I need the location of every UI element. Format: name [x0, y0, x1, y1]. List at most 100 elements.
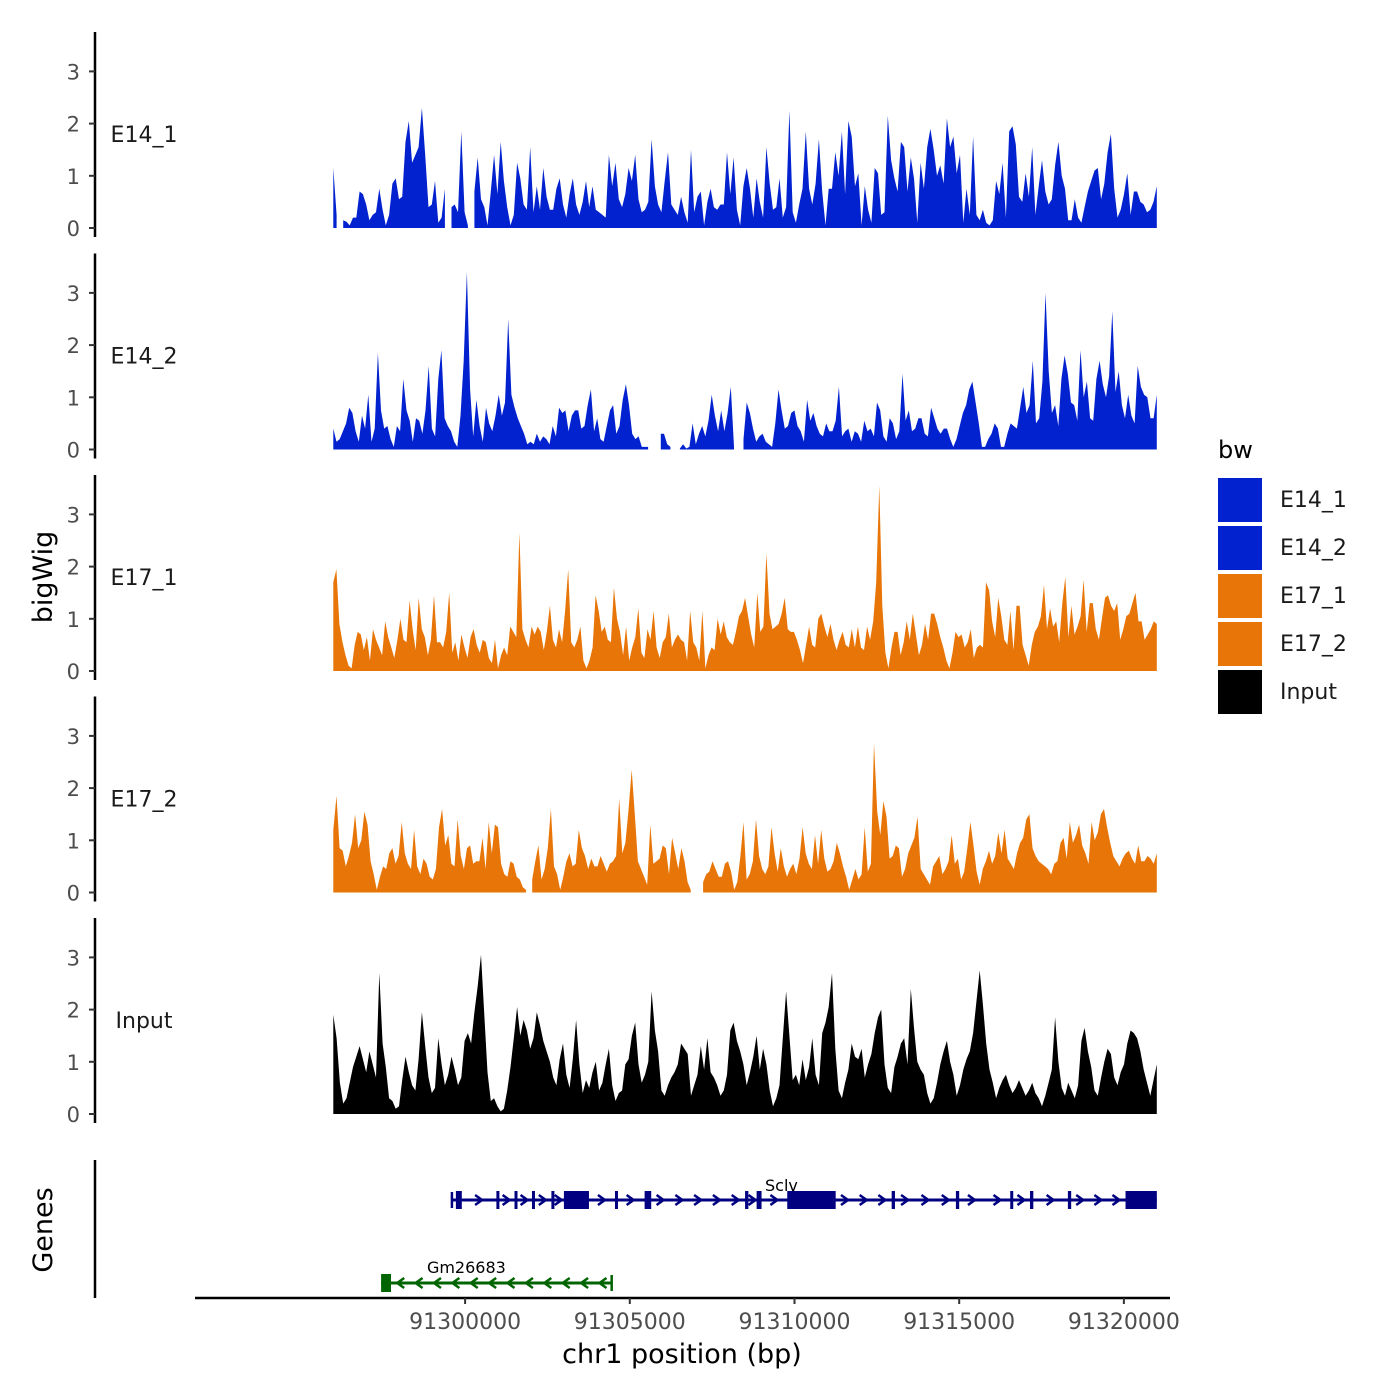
exon: [563, 1191, 589, 1209]
gene-label: Gm26683: [427, 1258, 506, 1277]
strand-arrow: [992, 1193, 1003, 1207]
strand-arrow: [486, 1276, 497, 1290]
y-tick-label: 0: [67, 439, 80, 463]
strand-arrow: [858, 1193, 869, 1207]
y-tick-label: 2: [67, 334, 80, 358]
coverage-tracks: 0 1 2 3 E14_1 0 1 2 3 E14_2 0 1 2 3 E17_1 0 1 2 3 E17_2 0 1 2 3…: [67, 32, 1157, 1127]
strand-arrow: [1075, 1193, 1086, 1207]
y-tick-label: 1: [67, 608, 80, 632]
strand-arrow: [538, 1193, 548, 1207]
exon: [614, 1191, 618, 1209]
gene-label: Sclv: [765, 1176, 798, 1195]
x-tick-label: 91310000: [739, 1310, 851, 1335]
strand-arrow: [693, 1193, 704, 1207]
y-tick-label: 2: [67, 777, 80, 801]
strand-arrow: [877, 1193, 888, 1207]
x-tick-label: 91315000: [903, 1310, 1015, 1335]
y-tick-label: 2: [67, 999, 80, 1023]
exon: [381, 1274, 391, 1292]
strand-arrow: [395, 1276, 405, 1290]
x-axis-title: chr1 position (bp): [562, 1339, 802, 1370]
strand-arrow: [712, 1193, 723, 1207]
strand-arrow: [1111, 1193, 1122, 1207]
strand-arrow: [655, 1193, 666, 1207]
track-Input: 0 1 2 3 Input: [67, 918, 1157, 1127]
x-axis-ticks: 91300000 91305000 91310000 91315000 91320000: [409, 1298, 1180, 1335]
strand-arrow: [967, 1193, 978, 1207]
legend-item: Input: [1218, 668, 1388, 716]
legend-label: E17_1: [1280, 583, 1347, 609]
legend-label: E14_2: [1280, 535, 1347, 561]
strand-arrow: [1045, 1193, 1056, 1207]
legend-items: E14_1 E14_2 E17_1 E17_2 Input: [1218, 476, 1388, 716]
y-tick-label: 1: [67, 1051, 80, 1075]
legend-title: bw: [1218, 436, 1253, 464]
track-label: E17_2: [111, 788, 178, 813]
track-label: E17_1: [111, 566, 178, 591]
coverage-area-E14_2: [333, 272, 1157, 450]
y-tick-label: 1: [67, 829, 80, 853]
y-tick-label: 0: [67, 660, 80, 684]
strand-arrow: [674, 1193, 685, 1207]
exon: [514, 1191, 518, 1209]
x-tick-label: 91305000: [574, 1310, 686, 1335]
strand-arrow: [474, 1193, 485, 1207]
strand-arrow: [941, 1193, 951, 1207]
x-tick-label: 91320000: [1068, 1310, 1180, 1335]
exon: [455, 1191, 462, 1209]
coverage-area-E17_2: [333, 743, 1157, 893]
strand-arrow: [747, 1193, 758, 1207]
y-tick-label: 3: [67, 503, 80, 527]
strand-arrow: [578, 1276, 589, 1290]
exon: [1067, 1191, 1072, 1209]
y-tick-label: 1: [67, 165, 80, 189]
track-label: E14_1: [111, 123, 178, 148]
legend-swatch: [1218, 574, 1262, 618]
y-tick-label: 2: [67, 556, 80, 580]
legend-swatch: [1218, 526, 1262, 570]
legend-item: E17_1: [1218, 572, 1388, 620]
exon: [644, 1191, 652, 1209]
legend-item: E14_2: [1218, 524, 1388, 572]
track-label: Input: [116, 1009, 173, 1034]
strand-arrow: [413, 1276, 424, 1290]
strand-arrow: [920, 1193, 931, 1207]
track-E17_1: 0 1 2 3 E17_1: [67, 475, 1157, 684]
strand-arrow: [468, 1276, 479, 1290]
legend-item: E17_2: [1218, 620, 1388, 668]
strand-arrow: [769, 1193, 780, 1207]
exon: [531, 1191, 535, 1209]
legend-label: Input: [1280, 679, 1337, 705]
y-tick-label: 0: [67, 882, 80, 906]
exon: [1125, 1191, 1157, 1209]
y-tick-label: 0: [67, 1103, 80, 1127]
exon: [955, 1191, 960, 1209]
track-E17_2: 0 1 2 3 E17_2: [67, 696, 1157, 906]
y-tick-label: 3: [67, 946, 80, 970]
coverage-area-E17_1: [333, 485, 1157, 671]
exon: [756, 1191, 762, 1209]
exon: [1010, 1191, 1014, 1209]
strand-arrow: [1016, 1193, 1027, 1207]
strand-arrow: [560, 1276, 571, 1290]
strand-arrow: [900, 1193, 911, 1207]
y-tick-label: 0: [67, 217, 80, 241]
gene-Gm26683: Gm26683: [381, 1258, 613, 1292]
y-tick-label: 3: [67, 282, 80, 306]
exon: [787, 1191, 836, 1209]
y-tick-label: 3: [67, 60, 80, 84]
exon: [1030, 1191, 1034, 1209]
y-tick-label: 3: [67, 725, 80, 749]
strand-arrow: [501, 1193, 512, 1207]
track-E14_2: 0 1 2 3 E14_2: [67, 253, 1157, 463]
legend-item: E14_1: [1218, 476, 1388, 524]
x-tick-label: 91300000: [409, 1310, 521, 1335]
strand-arrow: [542, 1276, 553, 1290]
legend-swatch: [1218, 622, 1262, 666]
strand-arrow: [523, 1276, 534, 1290]
strand-arrow: [625, 1193, 636, 1207]
strand-arrow: [597, 1193, 608, 1207]
gene-Sclv: Sclv: [450, 1176, 1157, 1209]
strand-arrow: [1093, 1193, 1104, 1207]
